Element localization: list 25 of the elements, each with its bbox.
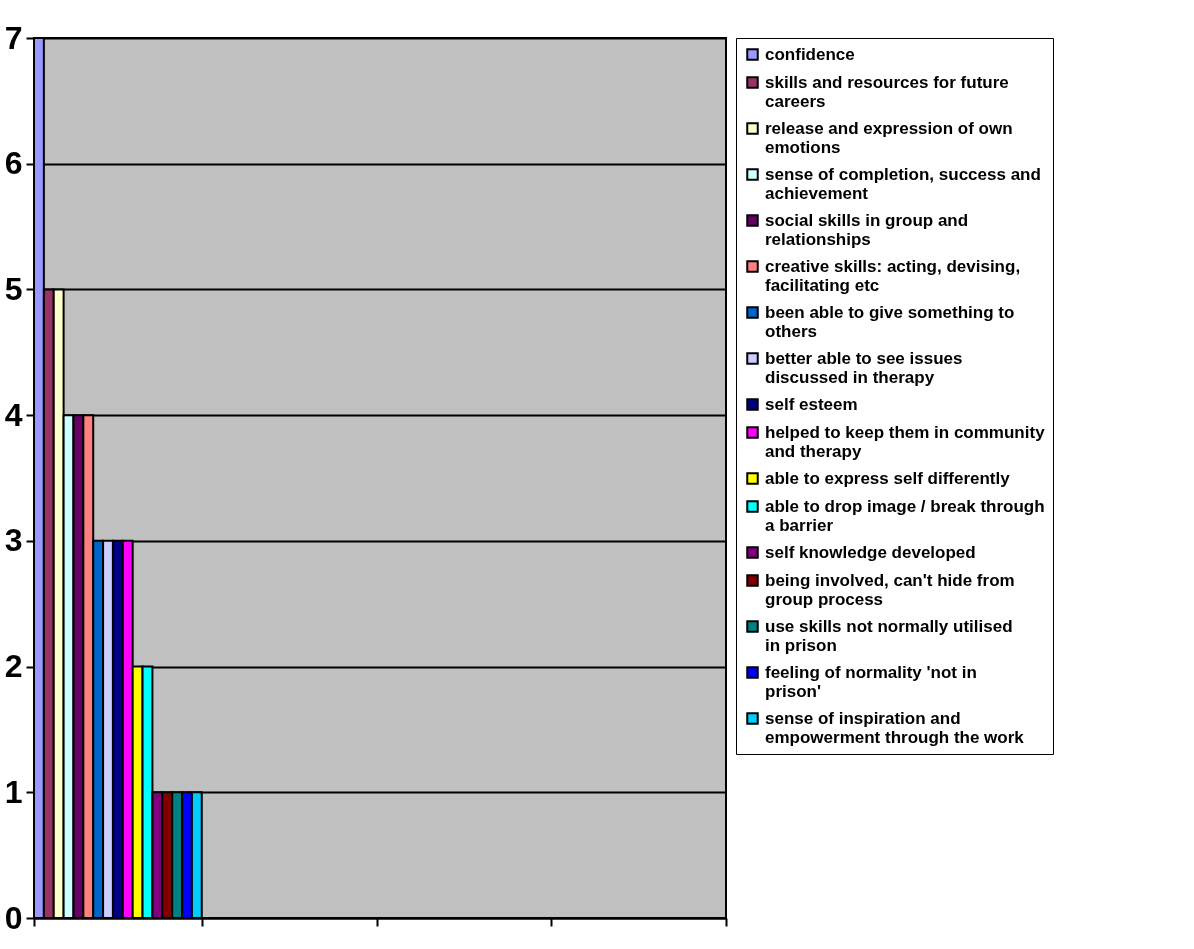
legend-label: self esteem bbox=[765, 394, 858, 414]
legend-label: been able to give something to others bbox=[765, 302, 1015, 341]
legend-label: skills and resources for future careers bbox=[765, 72, 1009, 111]
legend-label: better able to see issues discussed in therapy bbox=[765, 348, 963, 387]
legend-label: helped to keep them in community and therapy bbox=[765, 422, 1046, 461]
legend-label: being involved, can't hide from group process bbox=[765, 570, 1015, 609]
legend-label: sense of completion, success and achievement bbox=[765, 164, 1041, 203]
y-tick-label: 2 bbox=[4, 648, 23, 685]
legend-label: use skills not normally utilised in prison bbox=[765, 616, 1013, 655]
legend-label: social skills in group and relationships bbox=[765, 210, 969, 249]
y-tick-label: 5 bbox=[4, 270, 23, 307]
y-tick-label: 7 bbox=[4, 19, 23, 56]
legend-label: confidence bbox=[765, 44, 855, 64]
legend-label: self knowledge developed bbox=[765, 542, 976, 562]
legend-label: release and expression of own emotions bbox=[765, 118, 1013, 157]
legend-label: creative skills: acting, devising, facilitating etc bbox=[765, 256, 1021, 295]
y-tick-label: 0 bbox=[4, 899, 23, 936]
y-tick-label: 1 bbox=[4, 773, 23, 810]
legend-label: feeling of normality 'not in prison' bbox=[765, 662, 977, 701]
legend-label: able to drop image / break through a barrier bbox=[765, 496, 1045, 535]
y-tick-label: 6 bbox=[4, 145, 23, 182]
y-tick-label: 4 bbox=[4, 396, 23, 433]
legend-label: able to express self differently bbox=[765, 468, 1011, 488]
y-tick-label: 3 bbox=[4, 522, 23, 559]
legend-label: sense of inspiration and empowerment through the work bbox=[765, 708, 1025, 747]
